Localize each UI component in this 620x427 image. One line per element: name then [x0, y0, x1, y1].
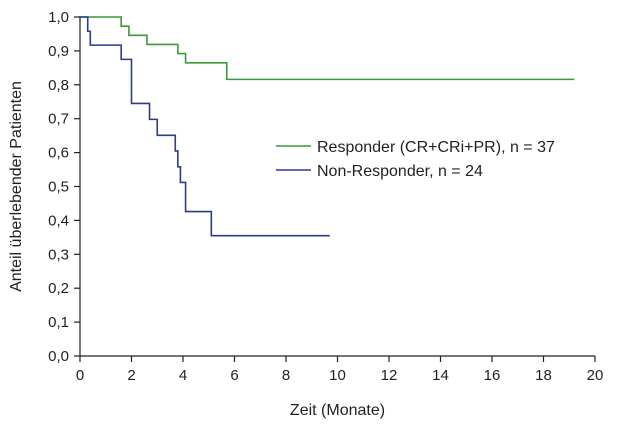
y-tick-label: 0,8 [48, 77, 69, 94]
series-line-responder [80, 16, 575, 81]
y-tick-label: 1,0 [48, 9, 69, 26]
x-tick-label: 0 [76, 367, 84, 384]
y-tick-label: 0,0 [48, 348, 69, 365]
x-tick-label: 18 [535, 367, 552, 384]
y-tick-label: 0,1 [48, 314, 69, 331]
series-line-non-responder [80, 16, 330, 237]
y-tick-label: 0,3 [48, 246, 69, 263]
series-group [80, 16, 575, 237]
legend-label: Responder (CR+CRi+PR), n = 37 [317, 139, 555, 156]
y-tick-label: 0,7 [48, 111, 69, 128]
y-tick-label: 0,5 [48, 179, 69, 196]
x-tick-label: 14 [432, 367, 449, 384]
x-axis-title: Zeit (Monate) [290, 402, 385, 419]
y-tick-label: 0,9 [48, 43, 69, 60]
x-tick-label: 4 [179, 367, 187, 384]
legend: Responder (CR+CRi+PR), n = 37 Non-Respond… [276, 139, 555, 180]
x-tick-label: 10 [329, 367, 346, 384]
y-tick-label: 0,4 [48, 212, 69, 229]
x-tick-label: 12 [381, 367, 398, 384]
x-tick-label: 20 [587, 367, 604, 384]
axes: 0,0 0,1 0,2 0,3 0,4 0,5 0,6 0,7 0,8 0,9 1,0 0 2 4 6 8 10… [48, 9, 603, 384]
x-tick-label: 6 [230, 367, 238, 384]
x-tick-label: 2 [127, 367, 135, 384]
x-tick-label: 16 [484, 367, 501, 384]
y-tick-label: 0,6 [48, 145, 69, 162]
y-axis-title: Anteil überlebender Patienten [8, 81, 25, 292]
legend-label: Non-Responder, n = 24 [317, 163, 483, 180]
y-tick-label: 0,2 [48, 280, 69, 297]
x-tick-label: 8 [282, 367, 290, 384]
